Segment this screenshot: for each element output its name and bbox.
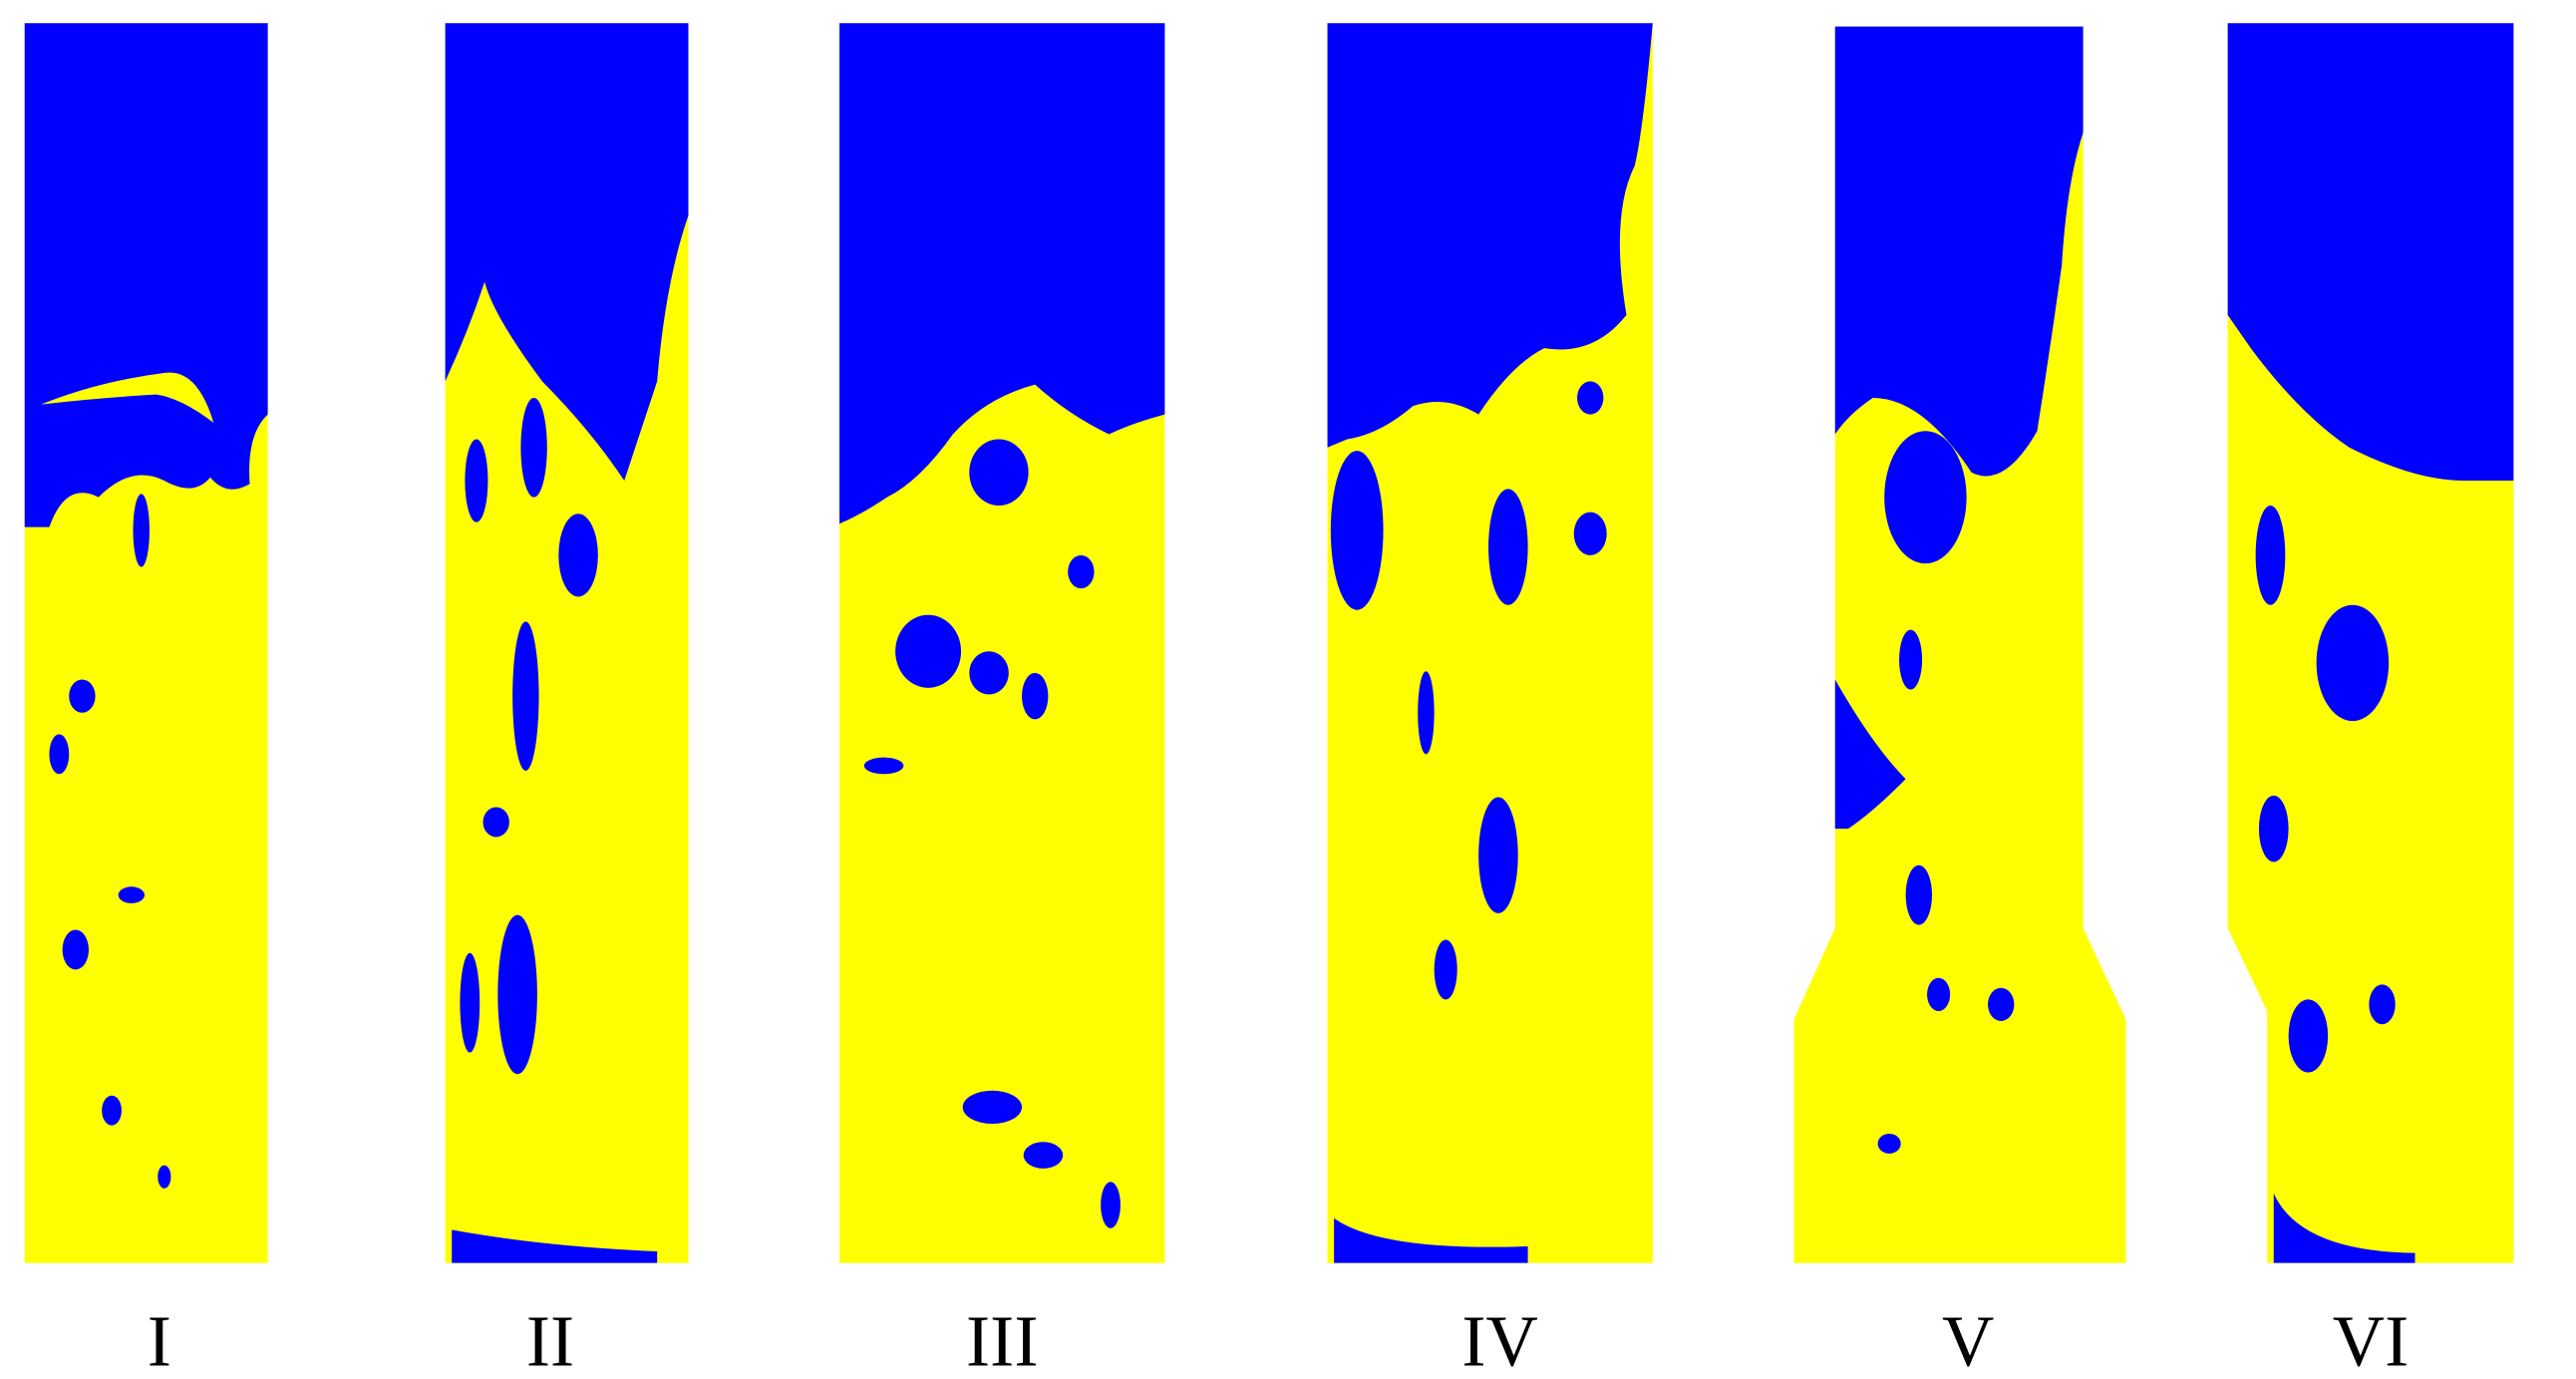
- bubble: [962, 1090, 1023, 1125]
- bubble: [1834, 679, 1906, 830]
- panel-label: V: [1942, 1300, 1994, 1379]
- bubble: [1022, 672, 1049, 720]
- gas-region: [839, 23, 1165, 524]
- bubble: [1905, 864, 1932, 925]
- bubble: [1884, 431, 1967, 564]
- bubble: [483, 807, 509, 838]
- panel: [1327, 23, 1653, 1263]
- bubble: [1927, 977, 1951, 1011]
- bottom-film: [1334, 1217, 1528, 1263]
- bubble: [133, 494, 150, 567]
- liquid-filament: [41, 372, 214, 423]
- panel: [2227, 23, 2514, 1263]
- bubble: [2316, 604, 2390, 722]
- bubble: [969, 651, 1009, 695]
- gas-region: [1327, 23, 1653, 448]
- bubble: [69, 679, 96, 713]
- panel: [839, 23, 1165, 1263]
- panel-label: III: [966, 1300, 1038, 1379]
- bubble: [1573, 512, 1607, 555]
- bubble: [1988, 987, 2015, 1021]
- bubble: [158, 1165, 171, 1189]
- panel: [24, 23, 268, 1263]
- bubble: [1101, 1182, 1121, 1228]
- bottom-film: [452, 1229, 658, 1263]
- bubble: [558, 514, 598, 597]
- bubble: [49, 734, 70, 775]
- bubble: [1488, 489, 1528, 605]
- bubble: [863, 757, 904, 775]
- bubble: [102, 1095, 122, 1126]
- panel: [445, 23, 689, 1263]
- bubble: [1068, 554, 1095, 589]
- panel-label: IV: [1461, 1300, 1538, 1379]
- bubble: [520, 397, 547, 498]
- bottom-film: [2273, 1193, 2415, 1263]
- bubble: [1877, 1133, 1901, 1154]
- bubble: [2258, 795, 2289, 862]
- bubble: [2288, 999, 2329, 1073]
- bubble: [2369, 984, 2396, 1025]
- bubble: [1434, 939, 1457, 1000]
- bubble: [1577, 381, 1604, 415]
- gas-region: [2227, 23, 2514, 482]
- panel-label: II: [526, 1300, 574, 1379]
- bubble: [895, 614, 962, 688]
- panel: [1793, 26, 2126, 1263]
- panel-label: I: [148, 1300, 171, 1379]
- bubble: [1023, 1142, 1064, 1169]
- bubble: [1418, 671, 1435, 755]
- gas-region: [445, 23, 689, 482]
- bubble: [1478, 797, 1518, 913]
- bubble: [497, 914, 537, 1075]
- bubble: [1330, 451, 1384, 610]
- bubble: [62, 929, 89, 970]
- bubble: [465, 439, 488, 522]
- panel-label: VI: [2333, 1300, 2410, 1379]
- bubble: [512, 621, 539, 771]
- gas-region: [1834, 26, 2084, 477]
- bubble: [460, 952, 481, 1053]
- bubble: [2255, 505, 2286, 605]
- gas-region: [24, 23, 268, 527]
- bubble: [1899, 629, 1923, 690]
- bubble: [118, 886, 146, 903]
- bubble: [969, 439, 1029, 506]
